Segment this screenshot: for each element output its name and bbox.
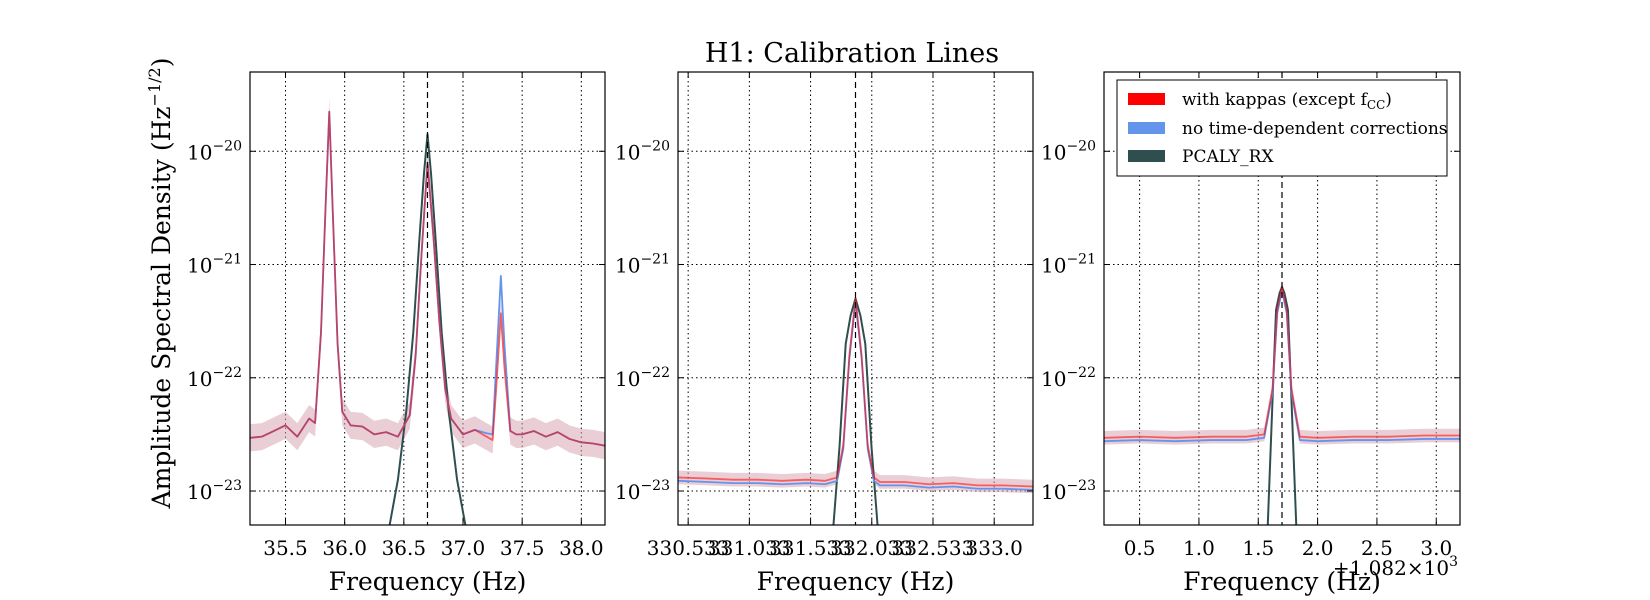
axes-frame — [1103, 71, 1461, 526]
legend-entry-pcal: PCALY_RX — [1128, 147, 1274, 167]
y-tick-label: 10−23 — [615, 478, 670, 504]
panel-2: 330.533331.033331.533332.033332.533333.0… — [615, 71, 1034, 596]
legend-label-kappas-sub: CC — [1367, 98, 1385, 112]
y-tick-base: 10 — [187, 480, 212, 504]
series-line-kappas — [678, 297, 1033, 488]
chart-title: H1: Calibration Lines — [705, 38, 999, 69]
y-tick-label: 10−22 — [615, 365, 670, 391]
y-tick-label: 10−21 — [1041, 252, 1096, 278]
legend-label-no-corr: no time-dependent corrections — [1182, 119, 1448, 139]
y-tick-base: 10 — [1041, 480, 1066, 504]
y-tick-exp: −21 — [212, 252, 242, 268]
y-tick-base: 10 — [187, 254, 212, 278]
x-tick-label: 1.0 — [1183, 536, 1215, 560]
y-tick-base: 10 — [187, 367, 212, 391]
x-offset-exp: 3 — [1449, 554, 1458, 570]
x-tick-label: 35.5 — [263, 536, 308, 560]
y-tick-label: 10−23 — [187, 478, 242, 504]
legend-label-pcal: PCALY_RX — [1182, 147, 1274, 167]
x-tick-label: 331.033 — [708, 536, 791, 560]
y-tick-exp: −22 — [640, 365, 670, 381]
legend-label-kappas-close: ) — [1385, 90, 1392, 110]
legend: with kappas (except fCC) no time-depende… — [1116, 79, 1448, 177]
x-tick-label: 331.533 — [769, 536, 852, 560]
legend-label-kappas: with kappas (except fCC) — [1182, 90, 1392, 112]
x-tick-label: 38.0 — [559, 536, 604, 560]
x-offset-text: +1.082×103 — [1333, 554, 1458, 580]
y-tick-exp: −20 — [640, 138, 670, 154]
y-tick-label: 10−22 — [1041, 365, 1096, 391]
x-tick-label: 2.5 — [1361, 536, 1393, 560]
y-tick-base: 10 — [1041, 367, 1066, 391]
y-tick-label: 10−23 — [1041, 478, 1096, 504]
y-tick-label: 10−22 — [187, 365, 242, 391]
y-tick-exp: −23 — [1066, 478, 1096, 494]
axes-frame — [249, 71, 606, 526]
y-axis-label-exp: −1/2 — [145, 67, 164, 106]
x-tick-label: 0.5 — [1124, 536, 1156, 560]
x-tick-label: 3.0 — [1420, 536, 1452, 560]
x-axis-label: Frequency (Hz) — [757, 567, 955, 596]
y-tick-base: 10 — [1041, 140, 1066, 164]
y-tick-base: 10 — [1041, 254, 1066, 278]
y-tick-exp: −22 — [1066, 365, 1096, 381]
legend-label-kappas-text: with kappas (except f — [1182, 90, 1369, 110]
y-tick-label: 10−20 — [1041, 138, 1096, 164]
y-tick-exp: −21 — [640, 252, 670, 268]
x-axis-label: Frequency (Hz) — [1183, 567, 1381, 596]
y-tick-label: 10−20 — [187, 138, 242, 164]
panel-1: 35.5 36.0 36.5 37.0 37.5 38.010−2310−2210−211… — [187, 71, 606, 596]
y-axis-label-close: ) — [147, 58, 176, 68]
y-tick-label: 10−21 — [615, 252, 670, 278]
x-offset-prefix: +1.082×10 — [1333, 556, 1449, 580]
plot-area — [678, 291, 1033, 525]
x-tick-label: 332.033 — [830, 536, 913, 560]
axes-frame — [677, 71, 1034, 526]
x-tick-label: 37.0 — [441, 536, 486, 560]
panel-3: 0.5 1.0 1.5 2.0 2.5 3.010−2310−2210−2110−20Fr… — [1041, 71, 1461, 596]
y-tick-exp: −23 — [640, 478, 670, 494]
x-axis-label: Frequency (Hz) — [329, 567, 527, 596]
y-tick-exp: −23 — [212, 478, 242, 494]
x-tick-label: 2.0 — [1302, 536, 1334, 560]
y-tick-base: 10 — [187, 140, 212, 164]
x-tick-label: 37.5 — [500, 536, 545, 560]
legend-swatch-pcal — [1128, 150, 1165, 162]
y-tick-base: 10 — [615, 480, 640, 504]
y-tick-label: 10−20 — [615, 138, 670, 164]
y-tick-exp: −22 — [212, 365, 242, 381]
legend-entry-kappas: with kappas (except fCC) — [1128, 90, 1392, 112]
y-axis-label-text: Amplitude Spectral Density (Hz — [147, 106, 176, 509]
legend-entry-no-corr: no time-dependent corrections — [1128, 119, 1448, 139]
y-tick-label: 10−21 — [187, 252, 242, 278]
legend-swatch-no-corr — [1128, 122, 1165, 134]
x-tick-label: 36.0 — [322, 536, 367, 560]
legend-swatch-kappas — [1128, 93, 1165, 105]
x-tick-label: 333.0 — [966, 536, 1023, 560]
y-axis-label: Amplitude Spectral Density (Hz−1/2) — [145, 58, 176, 510]
x-tick-label: 1.5 — [1242, 536, 1274, 560]
uncertainty-band — [678, 291, 1033, 494]
y-tick-base: 10 — [615, 254, 640, 278]
x-tick-label: 36.5 — [382, 536, 427, 560]
y-tick-exp: −20 — [1066, 138, 1096, 154]
legend-frame — [1116, 79, 1448, 177]
y-tick-exp: −21 — [1066, 252, 1096, 268]
y-tick-base: 10 — [615, 140, 640, 164]
x-tick-label: 332.533 — [892, 536, 975, 560]
y-tick-base: 10 — [615, 367, 640, 391]
y-tick-exp: −20 — [212, 138, 242, 154]
x-tick-label: 330.533 — [647, 536, 730, 560]
